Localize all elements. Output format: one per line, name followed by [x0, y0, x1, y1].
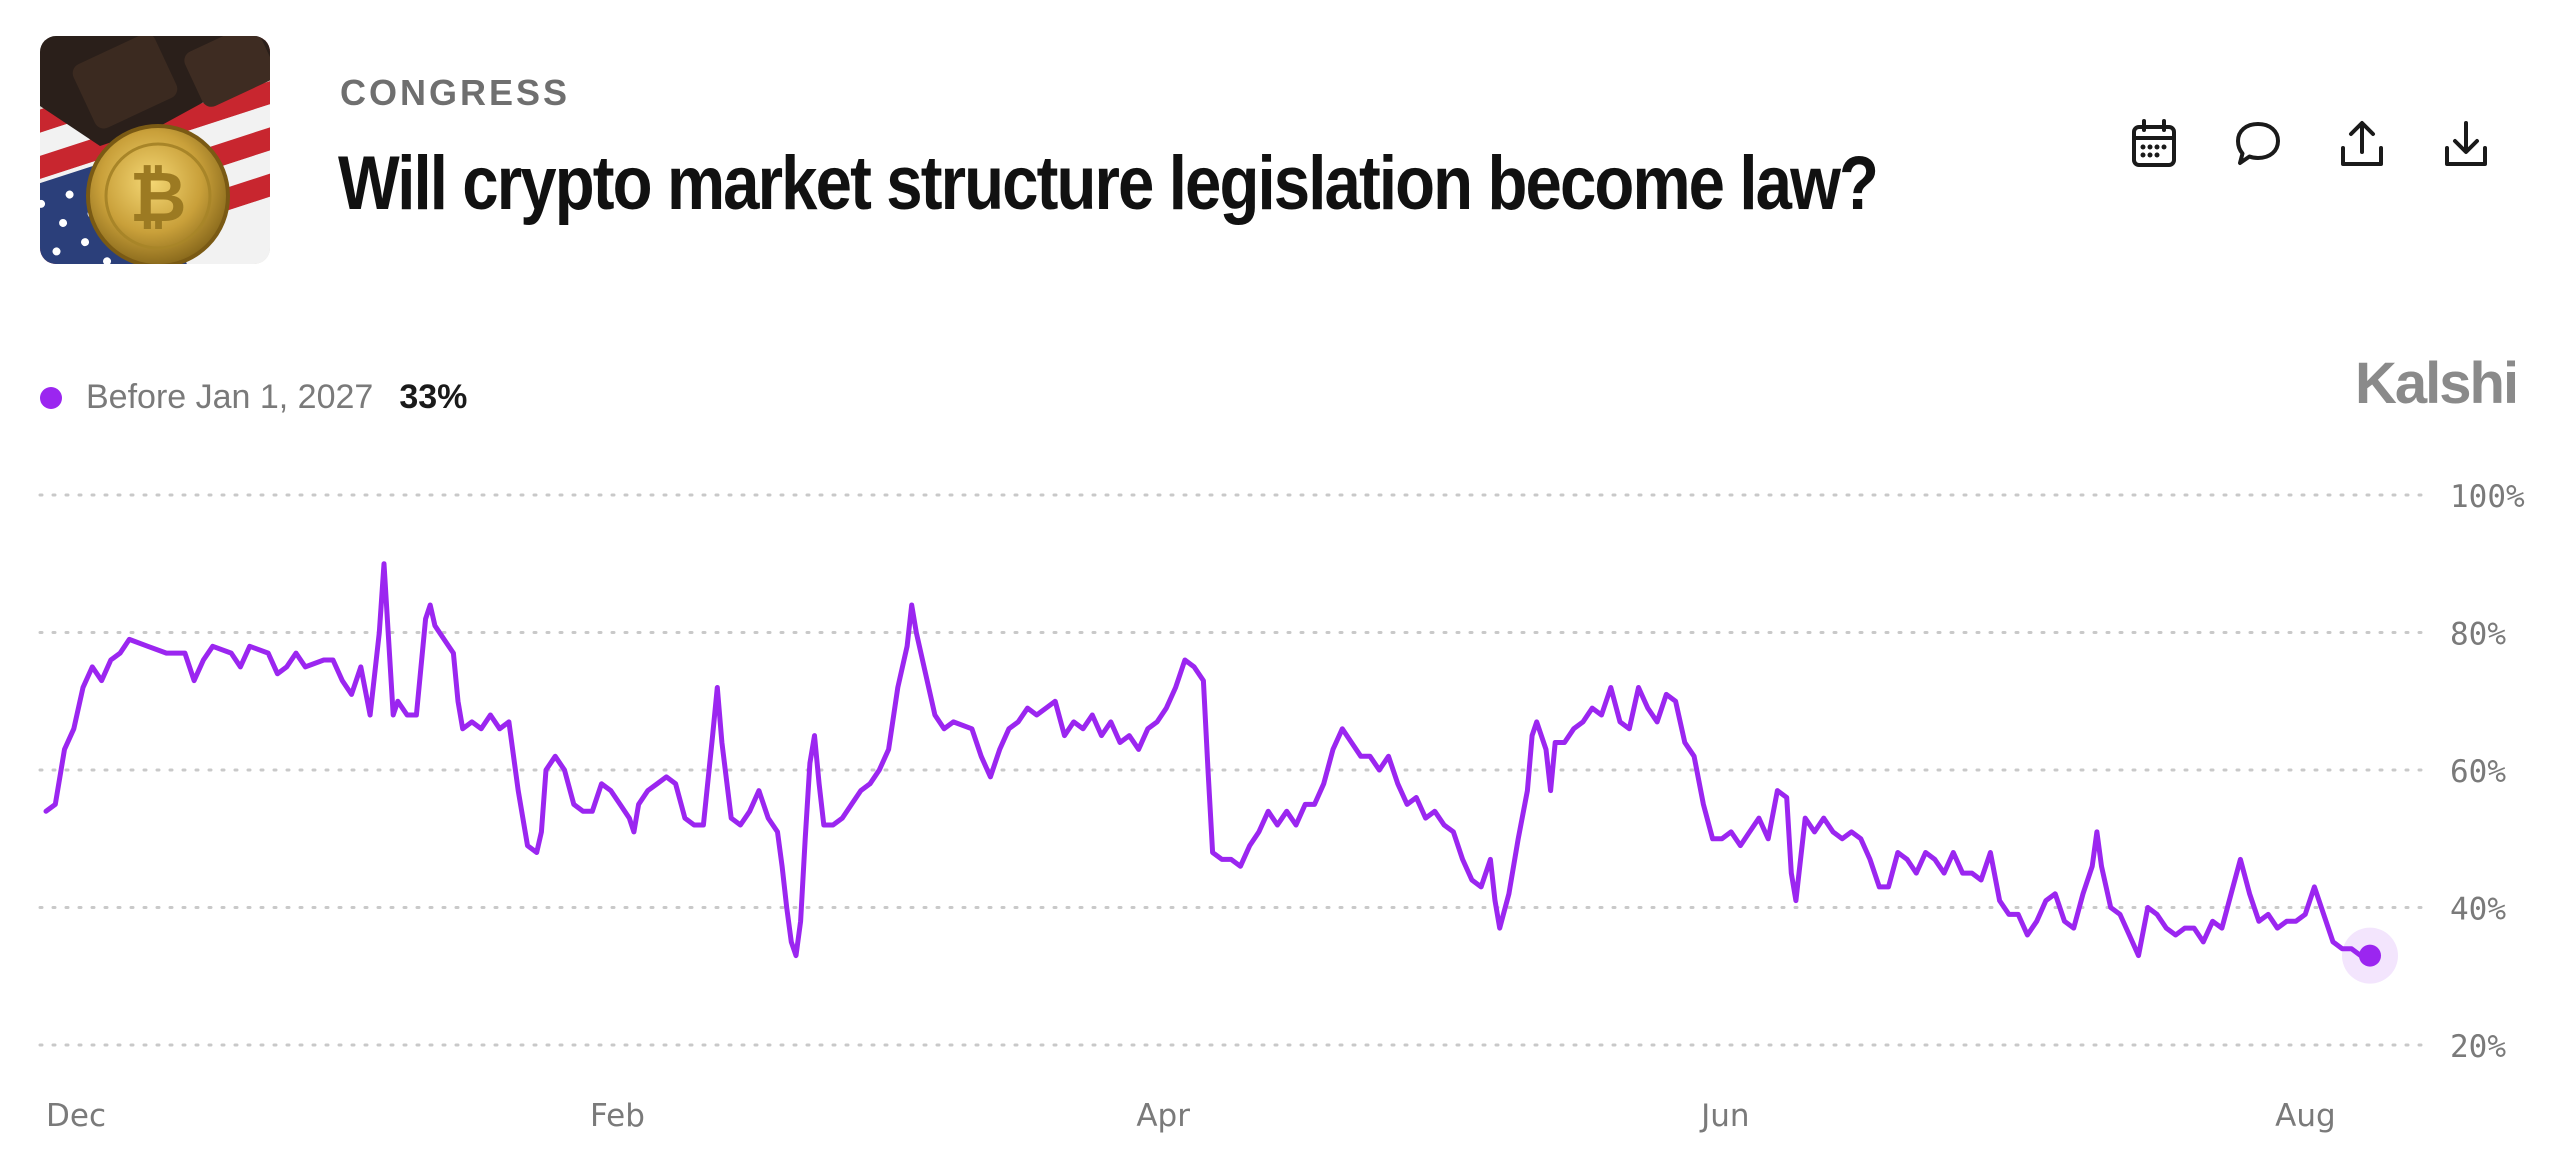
- x-axis-ticks: Dec Feb Apr Jun Aug: [46, 1098, 2336, 1134]
- share-icon[interactable]: [2338, 118, 2386, 170]
- series-layer: [43, 561, 2398, 984]
- series-line[interactable]: [43, 561, 2373, 959]
- probability-chart[interactable]: 100% 80% 60% 40% 20% Dec Feb Apr Jun Aug: [0, 440, 2560, 1150]
- market-title: Will crypto market structure legislation…: [338, 141, 1879, 226]
- legend-marker: [40, 386, 62, 409]
- grid-lines: [38, 493, 2432, 1047]
- legend-label: Before Jan 1, 2027: [86, 378, 374, 416]
- current-value-point[interactable]: [2359, 944, 2381, 967]
- download-icon[interactable]: [2442, 118, 2490, 170]
- brand-logo: Kalshi: [2355, 351, 2519, 416]
- x-tick-label: Dec: [46, 1098, 106, 1134]
- svg-text:₿: ₿: [129, 156, 186, 238]
- x-tick-label: Jun: [1699, 1098, 1749, 1134]
- market-thumbnail: ₿: [40, 36, 270, 264]
- y-axis-ticks: 100% 80% 60% 40% 20%: [2450, 479, 2525, 1065]
- y-tick-label: 20%: [2450, 1029, 2506, 1065]
- calendar-icon[interactable]: [2130, 118, 2178, 170]
- y-tick-label: 60%: [2450, 754, 2506, 790]
- x-tick-label: Apr: [1136, 1098, 1190, 1134]
- comment-icon[interactable]: [2234, 118, 2282, 170]
- y-tick-label: 40%: [2450, 892, 2506, 928]
- chart-legend: Before Jan 1, 2027 33%: [40, 378, 467, 417]
- y-tick-label: 80%: [2450, 617, 2506, 653]
- action-toolbar: [2130, 118, 2490, 170]
- x-tick-label: Aug: [2275, 1098, 2336, 1134]
- market-category[interactable]: CONGRESS: [340, 72, 571, 113]
- legend-value: 33%: [399, 378, 468, 416]
- bitcoin-gavel-flag-image: ₿: [40, 36, 270, 264]
- y-tick-label: 100%: [2450, 479, 2525, 515]
- x-tick-label: Feb: [590, 1098, 645, 1134]
